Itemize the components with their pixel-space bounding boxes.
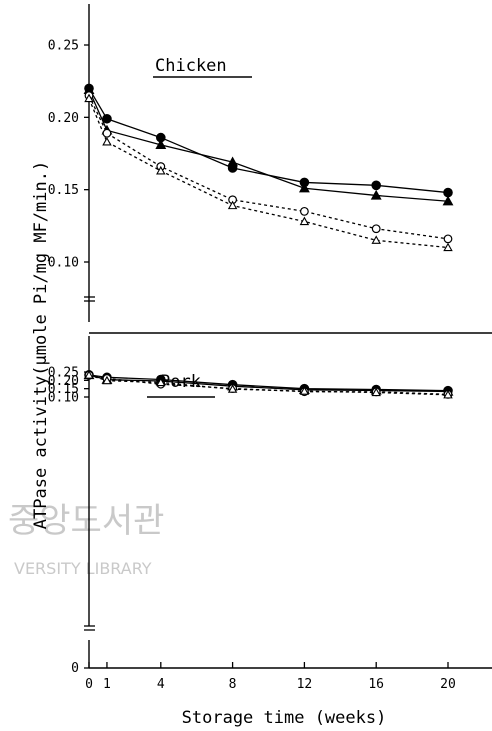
y-tick-label: 0.20 [48,111,79,126]
data-point-open-triangle [371,387,381,397]
data-point-open-triangle [299,216,310,226]
watermark-line-2: VERSITY LIBRARY [14,559,152,578]
data-point-open-triangle [84,93,94,103]
x-axis-title: Storage time (weeks) [182,708,387,728]
y-tick-label: 0.15 [48,382,79,397]
y-tick-label: 0.10 [48,256,79,271]
data-point-filled-triangle [155,139,167,149]
pork-panel: 0.100.150.200.25 [48,366,454,406]
x-tick-label: 20 [440,677,456,692]
top-panel-title-group: Chicken [153,56,252,78]
data-point-open-circle [443,234,453,244]
series-line-filled-triangle [88,374,449,393]
y-axis-title: ATPase activity(μmole Pi/mg MF/min.) [31,161,51,529]
x-tick-label: 0 [85,677,93,692]
series-line-open-triangle [88,98,449,249]
data-point-filled-circle [371,180,381,191]
series-line-filled-triangle [88,89,449,202]
data-point-filled-circle [102,113,112,124]
data-point-filled-triangle [370,189,382,200]
series-line-open-circle [88,95,449,240]
x-tick-label: 1 [103,677,111,692]
series-line-open-circle [88,374,449,395]
x-tick-label: 16 [368,677,384,692]
data-point-open-triangle [299,386,310,395]
data-point-filled-triangle [227,156,239,167]
y-tick-label: 0.25 [48,39,79,54]
data-point-open-triangle [156,377,166,387]
data-point-open-circle [300,206,309,216]
data-point-open-triangle [102,375,112,385]
library-watermark: 중앙도서관 VERSITY LIBRARY [8,501,164,578]
series-line-open-triangle [88,374,449,396]
watermark-line-1: 중앙도서관 [8,501,164,541]
data-point-open-triangle [102,136,112,146]
data-point-open-triangle [227,384,238,393]
data-point-open-triangle [443,242,453,252]
data-point-filled-triangle [442,195,454,206]
data-point-open-triangle [371,235,381,244]
data-point-open-triangle [443,389,453,399]
data-point-open-triangle [84,370,94,379]
axes-frame: 0 [71,4,492,676]
x-tick-label: 12 [297,677,313,692]
y-tick-label: 0.20 [48,374,79,389]
data-point-open-circle [371,224,381,234]
data-point-open-circle [102,128,112,138]
top-panel-title: Chicken [155,56,227,76]
x-tick-label: 4 [157,677,165,692]
data-point-open-triangle [227,200,238,210]
x-tick-label: 8 [229,677,237,692]
data-point-filled-triangle [298,182,310,193]
y-tick-label: 0.10 [48,391,79,406]
data-point-open-triangle [156,165,166,175]
x-axis-ticks: 0 1 4 8 12 16 20 [85,662,456,692]
y-tick-label: 0.15 [48,183,79,198]
y-tick-label: 0.25 [48,366,79,381]
data-point-filled-circle [443,187,453,198]
chicken-panel: 0.10 0.15 0.20 0.25 [48,39,454,271]
zero-y-tick-label: 0 [71,661,79,676]
